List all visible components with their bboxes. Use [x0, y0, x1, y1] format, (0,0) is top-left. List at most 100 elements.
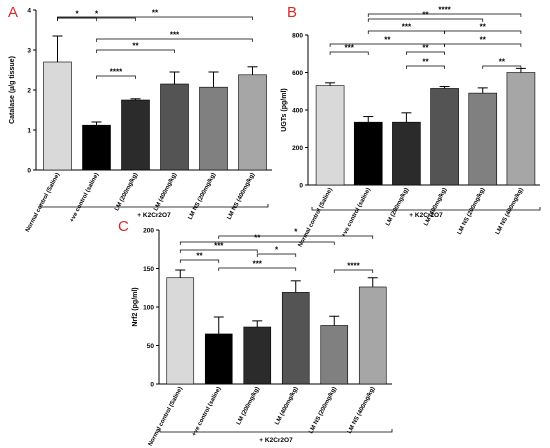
y-tick-label: 0 [27, 167, 31, 174]
panel-letter: A [8, 4, 18, 21]
category-label: LM NS (200mg/kg) [188, 172, 218, 221]
bar-3 [243, 326, 272, 385]
bar-4 [160, 83, 189, 171]
significance-bracket [406, 65, 445, 69]
significance-label: ** [152, 9, 159, 18]
significance-label: * [275, 246, 279, 255]
significance-bracket [367, 13, 522, 17]
bar-5 [468, 92, 498, 186]
significance-label: ** [480, 36, 487, 45]
panel-letter: C [118, 218, 129, 235]
significance-bracket [256, 253, 297, 257]
significance-bracket [96, 38, 253, 42]
y-axis-label: UGTs (pg/ml) [281, 88, 288, 131]
y-tick-label: 4 [27, 7, 31, 14]
significance-label: ** [499, 58, 506, 67]
y-tick-label: 0 [299, 182, 303, 189]
category-label: Normal control (Saline) [148, 386, 184, 447]
bar-1 [43, 61, 72, 171]
bar-6 [506, 72, 536, 186]
significance-bracket [406, 51, 445, 55]
significance-bracket [179, 249, 258, 253]
bar-3 [121, 99, 150, 171]
category-label: LM NS (400mg/kg) [347, 386, 377, 435]
significance-label: **** [347, 262, 360, 271]
significance-bracket [179, 259, 220, 263]
group-label: + K2Cr2O7 [259, 437, 293, 444]
significance-label: *** [344, 44, 354, 53]
significance-label: * [75, 10, 79, 19]
significance-bracket [218, 235, 374, 239]
bar-4 [281, 292, 310, 385]
category-label: LM (400mg/kg) [274, 386, 299, 426]
significance-label: ** [422, 44, 429, 53]
y-tick-label: 200 [143, 227, 154, 234]
category-label: Normal control (Saline) [298, 187, 334, 248]
significance-label: ** [384, 36, 391, 45]
significance-bracket [482, 65, 522, 69]
y-axis-label: Nrf2 (pg/ml) [132, 287, 139, 326]
bar-5 [199, 86, 228, 171]
significance-label: *** [253, 260, 263, 269]
significance-label: ** [422, 11, 429, 20]
category-label: LM NS (400mg/kg) [227, 172, 257, 221]
significance-label: ** [196, 252, 203, 261]
significance-label: *** [170, 31, 180, 40]
significance-label: *** [402, 23, 412, 32]
chart-panel-a: A 0 1 2 3 4 Catalase (µ/g tissue) Normal contro… [8, 4, 272, 233]
significance-label: * [95, 10, 99, 19]
significance-bracket [218, 267, 297, 271]
significance-bracket [96, 49, 175, 53]
significance-bracket [444, 43, 522, 47]
bar-3 [392, 121, 421, 186]
category-label: LM (200mg/kg) [385, 187, 410, 227]
bar-6 [238, 74, 267, 171]
bar-1 [315, 85, 345, 186]
significance-bracket [179, 241, 335, 245]
category-label: LM (200mg/kg) [236, 386, 261, 426]
category-label: LM (200mg/kg) [114, 172, 139, 212]
y-tick-label: 200 [292, 145, 303, 152]
significance-bracket [367, 18, 484, 22]
bar-5 [320, 325, 349, 385]
y-tick-label: 400 [292, 107, 303, 114]
significance-label: ** [254, 234, 261, 243]
significance-label: * [294, 228, 298, 237]
y-tick-label: 150 [143, 266, 154, 273]
bar-1 [166, 277, 195, 385]
group-bracket [159, 429, 393, 433]
category-label: +ve control (saline) [341, 187, 372, 238]
category-label: +ve control (saline) [191, 386, 222, 437]
significance-label: **** [110, 68, 123, 77]
significance-bracket [444, 30, 522, 34]
y-tick-label: 0 [150, 381, 154, 388]
significance-label: ** [132, 42, 139, 51]
y-axis-label: Catalase (µ/g tissue) [9, 56, 16, 124]
group-label: + K2Cr2O7 [137, 212, 171, 219]
category-label: +ve control (saline) [69, 172, 100, 223]
group-label: + K2Cr2O7 [409, 212, 443, 219]
significance-bracket [329, 51, 369, 55]
category-label: LM NS (200mg/kg) [457, 187, 487, 236]
significance-label: *** [214, 242, 224, 251]
bar-6 [358, 286, 387, 385]
significance-label: **** [438, 6, 451, 15]
category-label: LM NS (200mg/kg) [308, 386, 338, 435]
y-tick-label: 50 [147, 343, 155, 350]
bar-2 [82, 124, 111, 171]
bar-4 [430, 88, 459, 186]
y-tick-label: 800 [292, 32, 303, 39]
chart-panel-b: B 0 200 400 600 800 UGTs (pg/ml) Normal control… [281, 4, 541, 248]
significance-bracket [57, 16, 253, 20]
category-label: LM NS (400mg/kg) [495, 187, 525, 236]
significance-bracket [96, 75, 136, 79]
category-label: LM (400mg/kg) [153, 172, 178, 212]
y-tick-label: 1 [27, 127, 31, 134]
significance-bracket [333, 269, 374, 273]
category-label: Normal control (Saline) [25, 172, 61, 233]
bar-2 [204, 333, 233, 385]
bar-2 [353, 121, 383, 186]
significance-label: ** [480, 23, 487, 32]
y-tick-label: 3 [27, 47, 31, 54]
